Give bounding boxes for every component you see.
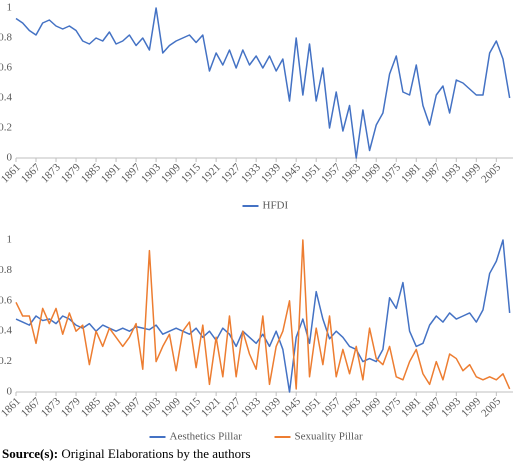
x-tick-label: 1885 xyxy=(79,161,103,185)
x-tick-label: 1969 xyxy=(359,395,383,419)
x-tick-label: 1879 xyxy=(59,161,83,185)
y-tick-label: 0.2 xyxy=(0,122,12,134)
x-tick-label: 2005 xyxy=(479,395,503,419)
source-label: Source(s): xyxy=(2,446,58,461)
x-tick-label: 1981 xyxy=(399,161,423,185)
x-tick-label: 1987 xyxy=(419,395,443,419)
y-tick-label: 0.4 xyxy=(0,325,13,337)
series-line xyxy=(15,239,511,393)
x-tick-label: 1975 xyxy=(379,161,403,185)
x-tick-label: 2005 xyxy=(479,161,503,185)
x-tick-label: 1921 xyxy=(199,395,223,419)
x-tick-label: 1909 xyxy=(159,161,183,185)
y-tick-label: 0.4 xyxy=(0,92,13,104)
y-tick-label: 1 xyxy=(7,2,13,14)
y-tick-label: 0.6 xyxy=(0,294,13,306)
x-tick-label: 1927 xyxy=(219,161,243,185)
x-tick-label: 1873 xyxy=(39,395,63,419)
x-tick-label: 1897 xyxy=(119,395,143,419)
x-tick-label: 1903 xyxy=(139,395,163,419)
series-line xyxy=(15,239,511,390)
y-tick-label: 0 xyxy=(7,386,13,398)
x-tick-label: 1903 xyxy=(139,161,163,185)
x-tick-label: 1873 xyxy=(39,161,63,185)
x-tick-label: 1927 xyxy=(219,395,243,419)
x-tick-label: 1999 xyxy=(459,395,483,419)
y-tick-label: 1 xyxy=(7,234,13,246)
x-tick-label: 1915 xyxy=(179,395,203,419)
x-tick-label: 1933 xyxy=(239,395,263,419)
x-tick-label: 1963 xyxy=(339,161,363,185)
x-tick-label: 1861 xyxy=(0,161,23,185)
y-tick-label: 0 xyxy=(7,152,13,164)
legend-label: HFDI xyxy=(263,200,289,212)
y-tick-label: 0.8 xyxy=(0,264,13,276)
x-tick-label: 1975 xyxy=(379,395,403,419)
legend-label: Aesthetics Pillar xyxy=(170,431,243,443)
x-tick-label: 1885 xyxy=(79,395,103,419)
x-tick-label: 1867 xyxy=(19,161,43,185)
x-tick-label: 1861 xyxy=(0,395,23,419)
x-tick-label: 1993 xyxy=(439,161,463,185)
series-line xyxy=(15,7,511,159)
x-tick-label: 1945 xyxy=(279,161,303,185)
y-tick-label: 0.6 xyxy=(0,62,13,74)
x-tick-label: 1963 xyxy=(339,395,363,419)
x-tick-label: 1939 xyxy=(259,161,283,185)
source: Source(s): Original Elaborations by the … xyxy=(2,446,251,461)
x-tick-label: 1993 xyxy=(439,395,463,419)
x-tick-label: 1969 xyxy=(359,161,383,185)
x-tick-label: 1897 xyxy=(119,161,143,185)
x-tick-label: 1891 xyxy=(99,395,123,419)
y-tick-label: 0.8 xyxy=(0,32,13,44)
x-tick-label: 1945 xyxy=(279,395,303,419)
x-tick-label: 1939 xyxy=(259,395,283,419)
x-tick-label: 1987 xyxy=(419,161,443,185)
source-text: Original Elaborations by the authors xyxy=(61,446,250,461)
x-tick-label: 1951 xyxy=(299,395,323,419)
x-tick-label: 1957 xyxy=(319,395,343,419)
x-tick-label: 1957 xyxy=(319,161,343,185)
x-tick-label: 1999 xyxy=(459,161,483,185)
x-tick-label: 1921 xyxy=(199,161,223,185)
y-tick-label: 0.2 xyxy=(0,355,12,367)
x-tick-label: 1909 xyxy=(159,395,183,419)
x-tick-label: 1891 xyxy=(99,161,123,185)
x-tick-label: 1933 xyxy=(239,161,263,185)
x-tick-label: 1915 xyxy=(179,161,203,185)
x-tick-label: 1867 xyxy=(19,395,43,419)
legend-label: Sexuality Pillar xyxy=(295,431,363,443)
x-tick-label: 1951 xyxy=(299,161,323,185)
x-tick-label: 1981 xyxy=(399,395,423,419)
x-tick-label: 1879 xyxy=(59,395,83,419)
